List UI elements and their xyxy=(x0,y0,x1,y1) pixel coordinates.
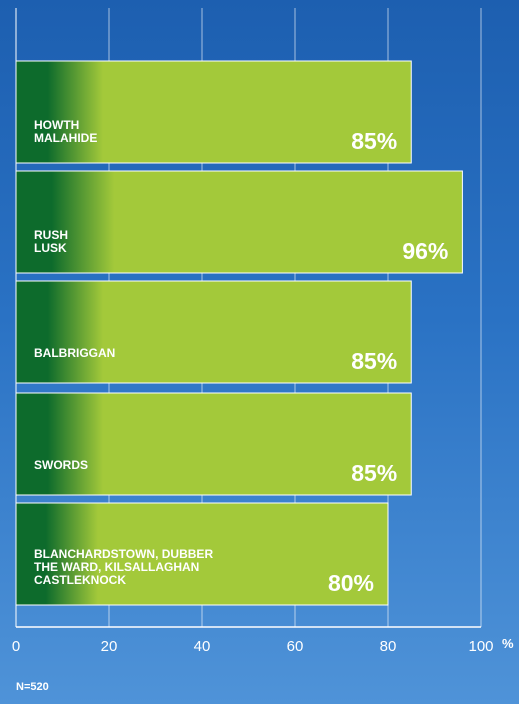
bar-value-label: 96% xyxy=(402,238,449,264)
category-label-line: LUSK xyxy=(34,241,67,255)
bar xyxy=(15,170,463,274)
x-tick-label: 0 xyxy=(11,638,21,655)
bar xyxy=(15,280,412,384)
bar-value-label: 85% xyxy=(351,348,398,374)
bar-value-label: 80% xyxy=(327,570,374,596)
bar-category-label: SWORDS xyxy=(34,459,88,472)
category-label-line: MALAHIDE xyxy=(34,131,98,145)
x-tick-label: 20 xyxy=(100,638,118,655)
bar-category-label: HOWTH MALAHIDE xyxy=(34,119,97,145)
category-label-line: BLANCHARDSTOWN, DUBBER xyxy=(34,547,214,561)
x-tick-label: 60 xyxy=(286,638,304,655)
x-axis-unit: % xyxy=(502,636,514,651)
bar-category-label: BALBRIGGAN xyxy=(34,347,115,360)
bar-value-label: 85% xyxy=(351,460,398,486)
bar-category-label: BLANCHARDSTOWN, DUBBER THE WARD, KILSALLA… xyxy=(34,548,213,587)
x-tick-label: 100 xyxy=(468,638,494,655)
category-label-line: SWORDS xyxy=(34,458,88,472)
bar xyxy=(15,502,389,606)
bar xyxy=(15,392,412,496)
bar-category-label: RUSH LUSK xyxy=(34,229,68,255)
x-tick-label: 40 xyxy=(193,638,211,655)
category-label-line: RUSH xyxy=(34,228,69,242)
x-tick-label: 80 xyxy=(379,638,397,655)
bar-value-label: 85% xyxy=(351,128,398,154)
category-label-line: THE WARD, KILSALLAGHAN xyxy=(34,560,200,574)
bar xyxy=(15,60,412,164)
category-label-line: BALBRIGGAN xyxy=(34,346,116,360)
category-label-line: CASTLEKNOCK xyxy=(34,573,126,587)
sample-size-note: N=520 xyxy=(16,681,49,693)
category-label-line: HOWTH xyxy=(34,118,80,132)
